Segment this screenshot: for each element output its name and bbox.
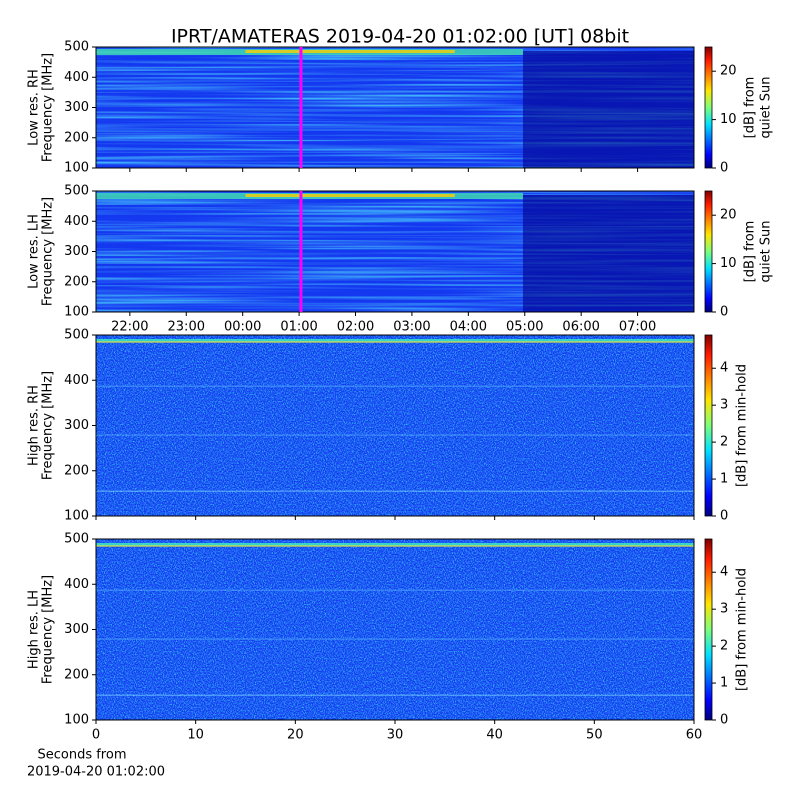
top-band-hot	[96, 341, 694, 343]
y-tick-label: 500	[64, 40, 89, 55]
colorbar-tick-label: 20	[720, 208, 737, 223]
x-tick-label: 50	[586, 728, 603, 743]
y-axis-label: Low res. RH	[27, 69, 42, 146]
colorbar-tick-label: 0	[720, 713, 728, 728]
top-band-hot	[96, 545, 694, 547]
colorbar-tick-label: 0	[720, 509, 728, 524]
y-tick-label: 200	[64, 667, 89, 682]
quiet-region	[522, 195, 694, 312]
y-tick-label: 300	[64, 244, 89, 259]
y-axis-label: High res. LH	[27, 590, 42, 669]
y-tick-label: 400	[64, 577, 89, 592]
x-tick-label: 0	[92, 728, 100, 743]
x-tick-label: 20	[287, 728, 304, 743]
x-tick-label: 22:00	[111, 320, 148, 335]
figure-title: IPRT/AMATERAS 2019-04-20 01:02:00 [UT] 0…	[171, 26, 629, 48]
colorbar-label: [dB] from min-hold	[735, 568, 750, 691]
x-tick-label: 04:00	[450, 320, 487, 335]
y-tick-label: 400	[64, 70, 89, 85]
y-tick-label: 200	[64, 274, 89, 289]
colorbar-tick-label: 2	[720, 435, 728, 450]
colorbar-tick-label: 1	[720, 676, 728, 691]
x-tick-label: 00:00	[224, 320, 261, 335]
y-tick-label: 100	[64, 305, 89, 320]
x-tick-label: 05:00	[506, 320, 543, 335]
colorbar-tick-label: 10	[720, 112, 737, 127]
y-axis-label: Frequency [MHz]	[41, 53, 56, 162]
spectrogram-texture	[96, 539, 694, 720]
colorbar-tick-label: 0	[720, 161, 728, 176]
faint-line	[96, 589, 694, 591]
colorbar-label: quiet Sun	[759, 76, 774, 138]
y-tick-label: 300	[64, 100, 89, 115]
y-tick-label: 100	[64, 161, 89, 176]
x-tick-label: 30	[387, 728, 404, 743]
colorbar-label: [dB] from	[743, 77, 758, 139]
quiet-region	[522, 51, 694, 168]
y-axis-label: Frequency [MHz]	[41, 197, 56, 306]
colorbar-tick-label: 1	[720, 472, 728, 487]
x-tick-label: 06:00	[562, 320, 599, 335]
colorbar	[704, 538, 713, 721]
x-tick-label: 60	[686, 728, 703, 743]
faint-line	[96, 434, 694, 436]
faint-line	[96, 694, 694, 696]
y-tick-label: 100	[64, 509, 89, 524]
y-axis-label: Low res. LH	[27, 214, 42, 289]
colorbar-tick-label: 20	[720, 64, 737, 79]
y-tick-label: 300	[64, 622, 89, 637]
colorbar-label: [dB] from min-hold	[735, 364, 750, 487]
y-tick-label: 500	[64, 532, 89, 547]
x-axis-label: Seconds from	[37, 748, 126, 763]
y-tick-label: 200	[64, 463, 89, 478]
top-band	[96, 543, 694, 546]
spectrogram-texture	[96, 335, 694, 516]
top-band	[96, 339, 694, 342]
faint-line	[96, 638, 694, 640]
x-tick-label: 01:00	[280, 320, 317, 335]
top-band-hot	[245, 50, 455, 53]
y-tick-label: 100	[64, 713, 89, 728]
faint-line	[96, 490, 694, 492]
top-band-hot	[245, 194, 455, 197]
x-tick-label: 02:00	[337, 320, 374, 335]
colorbar	[704, 190, 713, 313]
colorbar	[704, 334, 713, 517]
y-tick-label: 500	[64, 328, 89, 343]
colorbar-label: [dB] from	[743, 221, 758, 283]
colorbar	[704, 46, 713, 169]
colorbar-label: quiet Sun	[759, 220, 774, 282]
x-tick-label: 23:00	[168, 320, 205, 335]
y-tick-label: 200	[64, 130, 89, 145]
y-tick-label: 400	[64, 214, 89, 229]
faint-line	[96, 385, 694, 387]
colorbar-tick-label: 0	[720, 305, 728, 320]
x-tick-label: 40	[486, 728, 503, 743]
y-axis-label: High res. RH	[27, 385, 42, 466]
colorbar-tick-label: 10	[720, 256, 737, 271]
colorbar-tick-label: 3	[720, 602, 728, 617]
y-axis-label: Frequency [MHz]	[41, 575, 56, 684]
x-tick-label: 07:00	[619, 320, 656, 335]
y-tick-label: 500	[64, 184, 89, 199]
x-axis-label: 2019-04-20 01:02:00	[27, 765, 165, 780]
colorbar-tick-label: 3	[720, 398, 728, 413]
x-tick-label: 10	[187, 728, 204, 743]
colorbar-tick-label: 4	[720, 565, 728, 580]
colorbar-tick-label: 2	[720, 639, 728, 654]
y-axis-label: Frequency [MHz]	[41, 371, 56, 480]
y-tick-label: 400	[64, 373, 89, 388]
colorbar-tick-label: 4	[720, 361, 728, 376]
y-tick-label: 300	[64, 418, 89, 433]
x-tick-label: 03:00	[393, 320, 430, 335]
